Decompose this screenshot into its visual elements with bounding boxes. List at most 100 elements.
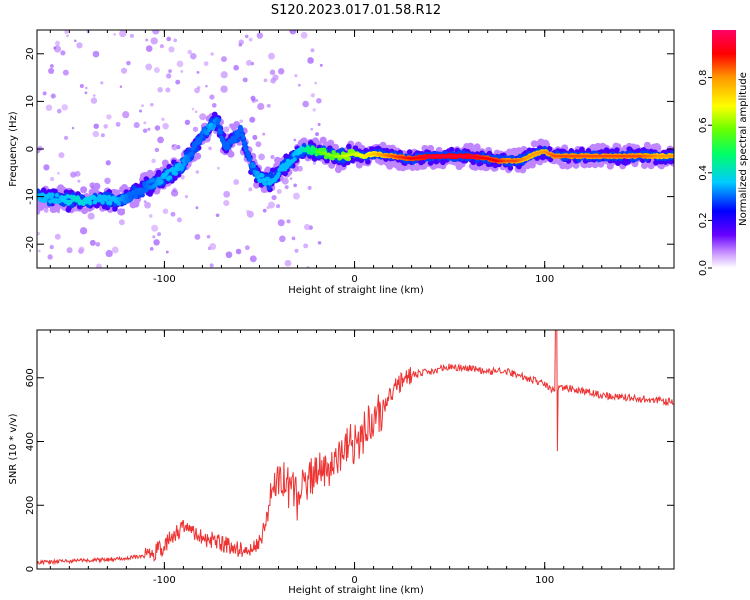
noise-point bbox=[87, 212, 95, 220]
noise-point bbox=[145, 63, 153, 71]
colorbar-tick-label: 0.0 bbox=[698, 260, 709, 276]
snr-frame bbox=[36, 329, 675, 570]
noise-point bbox=[150, 37, 158, 45]
ridge-point bbox=[239, 127, 244, 133]
ridge-point bbox=[352, 145, 359, 151]
noise-point bbox=[248, 37, 253, 42]
noise-point bbox=[223, 190, 231, 198]
noise-point bbox=[257, 102, 265, 111]
noise-point bbox=[66, 247, 73, 254]
noise-point bbox=[157, 136, 164, 144]
ridge-point bbox=[241, 135, 246, 140]
noise-point bbox=[302, 100, 309, 108]
noise-point bbox=[209, 242, 217, 251]
ridge-point bbox=[298, 149, 303, 155]
noise-point bbox=[276, 204, 281, 209]
ridge-point bbox=[69, 203, 75, 209]
noise-point bbox=[103, 124, 108, 129]
ridge-point bbox=[80, 186, 88, 194]
noise-point bbox=[144, 201, 151, 209]
ridge-point bbox=[199, 134, 204, 139]
noise-point bbox=[279, 235, 286, 243]
noise-point bbox=[223, 126, 230, 133]
noise-point bbox=[233, 179, 240, 185]
noise-point bbox=[194, 233, 201, 240]
noise-point bbox=[151, 158, 156, 164]
noise-point bbox=[147, 127, 151, 131]
noise-point bbox=[162, 208, 169, 215]
ridge-point bbox=[128, 197, 134, 202]
noise-point bbox=[175, 79, 181, 85]
ridge-point bbox=[614, 147, 620, 153]
noise-point bbox=[269, 69, 276, 76]
noise-point bbox=[157, 87, 163, 93]
noise-point bbox=[171, 143, 178, 151]
noise-point bbox=[235, 248, 242, 255]
noise-point bbox=[73, 39, 77, 43]
noise-point bbox=[50, 93, 56, 99]
ridge-point bbox=[346, 143, 352, 150]
noise-point bbox=[211, 103, 217, 108]
noise-point bbox=[249, 116, 256, 123]
noise-point bbox=[162, 122, 169, 130]
ridge-point bbox=[194, 152, 202, 160]
snr-plot-area bbox=[37, 330, 674, 569]
colorbar-tick-label: 0.2 bbox=[698, 212, 709, 228]
noise-point bbox=[111, 246, 119, 254]
noise-point bbox=[176, 60, 184, 68]
noise-point bbox=[145, 45, 153, 52]
colorbar: 0.0 0.2 0.4 0.6 0.8 Normalized spectral ampl… bbox=[698, 30, 749, 276]
noise-point bbox=[145, 38, 149, 42]
snr-ylabel: SNR (10 * v/v) bbox=[8, 413, 19, 484]
noise-point bbox=[49, 64, 54, 68]
noise-point bbox=[242, 77, 248, 83]
noise-point bbox=[245, 34, 249, 39]
ridge-point bbox=[276, 171, 281, 177]
noise-point bbox=[37, 231, 40, 236]
noise-point bbox=[248, 187, 253, 192]
noise-point bbox=[262, 208, 267, 213]
noise-point bbox=[294, 248, 299, 253]
noise-point bbox=[119, 30, 127, 38]
snr-ytick-label: 400 bbox=[25, 432, 36, 451]
noise-point bbox=[195, 170, 200, 174]
noise-point bbox=[303, 223, 311, 231]
noise-point bbox=[303, 243, 309, 249]
noise-point bbox=[250, 95, 256, 101]
noise-point bbox=[129, 33, 134, 38]
spectrogram-xlabel: Height of straight line (km) bbox=[288, 285, 424, 296]
noise-point bbox=[220, 56, 227, 63]
ridge-point bbox=[255, 170, 260, 176]
ridge-point bbox=[198, 138, 203, 143]
noise-point bbox=[191, 107, 195, 111]
ridge-point bbox=[260, 173, 265, 178]
noise-point bbox=[293, 183, 298, 188]
noise-point bbox=[92, 50, 100, 58]
noise-point bbox=[246, 209, 250, 214]
noise-point bbox=[57, 171, 60, 175]
spectrogram-heatmap bbox=[37, 30, 674, 268]
ridge-point bbox=[194, 147, 200, 153]
snr-series-line bbox=[37, 330, 674, 566]
colorbar-ticks: 0.0 0.2 0.4 0.6 0.8 bbox=[698, 70, 712, 276]
ridge-point bbox=[172, 175, 178, 181]
ridge-point bbox=[251, 163, 256, 169]
ridge-point bbox=[182, 162, 187, 167]
ridge-point bbox=[189, 151, 195, 157]
noise-point bbox=[45, 104, 53, 112]
noise-point bbox=[184, 195, 189, 199]
ridge-point bbox=[246, 154, 252, 159]
noise-point bbox=[277, 219, 285, 227]
noise-point bbox=[262, 132, 266, 136]
ridge-point bbox=[507, 165, 514, 171]
noise-point bbox=[48, 67, 55, 74]
noise-point bbox=[47, 254, 53, 260]
noise-point bbox=[317, 241, 322, 245]
noise-point bbox=[310, 48, 315, 53]
noise-point bbox=[194, 87, 200, 94]
noise-point bbox=[223, 199, 230, 207]
noise-point bbox=[79, 227, 88, 235]
noise-point bbox=[161, 117, 165, 121]
ridge-point bbox=[654, 144, 662, 152]
noise-point bbox=[150, 102, 154, 107]
